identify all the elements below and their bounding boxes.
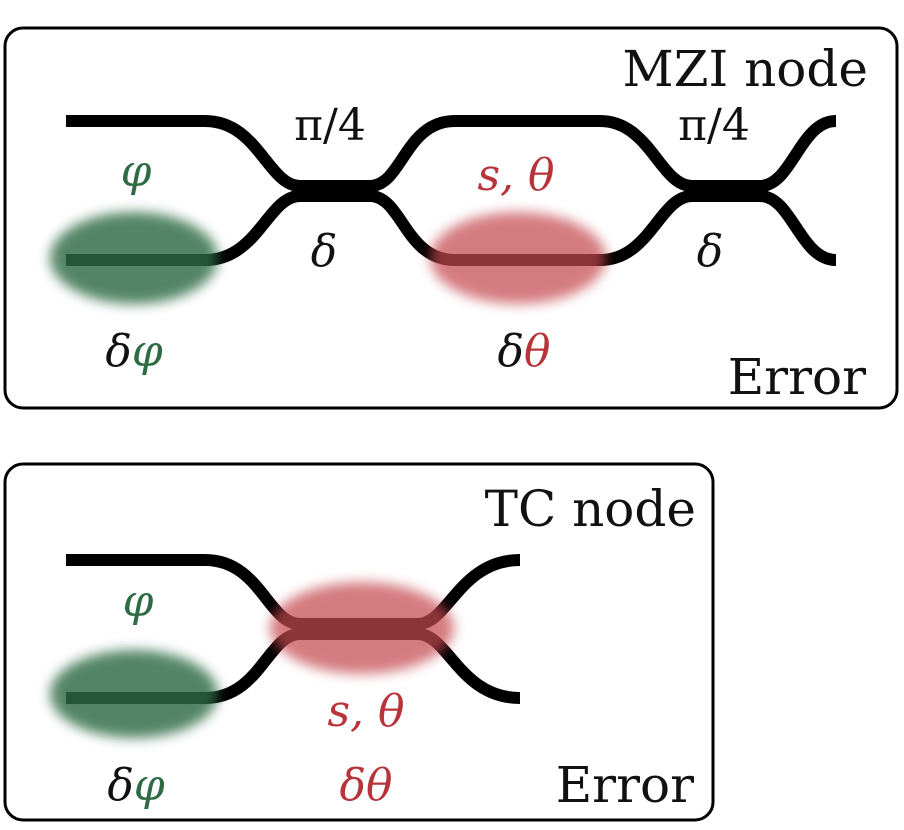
mzi-error-label: Error bbox=[728, 348, 866, 406]
tc-coupler-error-delta: δ bbox=[340, 760, 367, 811]
mzi-shifter-error-blob bbox=[430, 212, 606, 304]
tc-phase-label: φ bbox=[123, 576, 154, 627]
mzi-top-waveguide bbox=[66, 115, 837, 192]
mzi-phase-error-label: δφ bbox=[105, 326, 163, 377]
mzi-phase-error-blob bbox=[50, 212, 218, 304]
mzi-phase-label: φ bbox=[121, 146, 152, 197]
tc-coupler-error-symbol: θ bbox=[366, 760, 393, 811]
tc-phase-error-delta: δ bbox=[107, 760, 134, 811]
mzi-delta-label-1: δ bbox=[311, 226, 338, 277]
mzi-delta-label-2: δ bbox=[697, 226, 724, 277]
tc-node-panel: TC node Error φ s, θ δφ δθ bbox=[3, 462, 715, 822]
tc-coupler-error-label: δθ bbox=[340, 760, 393, 811]
tc-phase-error-symbol: φ bbox=[134, 760, 165, 811]
mzi-splitter-label-2: π/4 bbox=[678, 100, 750, 151]
mzi-node-panel: MZI node Error π/4 π/4 δ δ φ s, θ δφ δθ bbox=[3, 26, 899, 410]
mzi-shifter-label: s, θ bbox=[477, 150, 554, 201]
tc-error-label: Error bbox=[556, 756, 694, 814]
mzi-shifter-error-delta: δ bbox=[498, 326, 525, 377]
mzi-phase-error-symbol: φ bbox=[132, 326, 163, 377]
tc-node-title: TC node bbox=[485, 480, 696, 538]
tc-coupler-error-blob bbox=[270, 582, 454, 674]
tc-phase-error-blob bbox=[50, 650, 218, 738]
tc-coupler-label: s, θ bbox=[327, 686, 404, 737]
mzi-shifter-error-symbol: θ bbox=[524, 326, 551, 377]
mzi-splitter-label-1: π/4 bbox=[294, 100, 366, 151]
mzi-node-title: MZI node bbox=[623, 40, 868, 98]
mzi-phase-error-delta: δ bbox=[105, 326, 132, 377]
mzi-shifter-error-label: δθ bbox=[498, 326, 551, 377]
tc-phase-error-label: δφ bbox=[107, 760, 165, 811]
